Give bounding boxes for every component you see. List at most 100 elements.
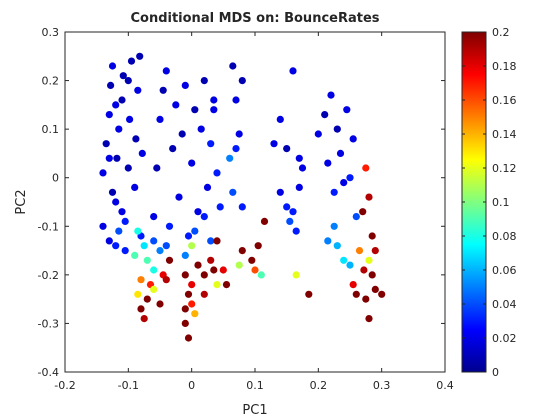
scatter-point xyxy=(207,140,215,148)
scatter-point xyxy=(333,242,341,250)
colorbar-tick-label: 0.14 xyxy=(492,128,517,141)
scatter-point xyxy=(105,154,113,162)
y-tick-label: -0.4 xyxy=(38,366,59,379)
scatter-point xyxy=(260,217,269,225)
scatter-point xyxy=(232,96,240,104)
scatter-point xyxy=(229,188,237,196)
colorbar-tick-label: 0.2 xyxy=(492,26,510,39)
scatter-point xyxy=(359,208,367,216)
scatter-point xyxy=(210,266,218,274)
scatter-point xyxy=(295,183,303,191)
scatter-point xyxy=(378,290,386,298)
x-tick-label: -0.2 xyxy=(54,379,75,392)
scatter-point xyxy=(292,271,300,279)
colorbar-tick-label: 0.08 xyxy=(492,230,517,243)
scatter-point xyxy=(191,310,199,318)
scatter-point xyxy=(153,164,161,172)
scatter-point xyxy=(138,149,146,157)
y-tick-label: -0.1 xyxy=(38,220,59,233)
scatter-point xyxy=(216,203,224,211)
scatter-point xyxy=(181,305,189,313)
scatter-point xyxy=(330,188,338,196)
plot-area xyxy=(64,31,446,373)
scatter-point xyxy=(371,285,379,293)
scatter-point xyxy=(134,227,142,235)
scatter-point xyxy=(368,232,376,240)
scatter-point xyxy=(156,300,164,308)
scatter-point xyxy=(165,256,174,264)
scatter-point xyxy=(346,174,354,182)
scatter-point xyxy=(137,276,145,284)
scatter-point xyxy=(112,101,120,109)
scatter-point xyxy=(188,300,196,308)
colorbar xyxy=(461,31,487,373)
colorbar-tick-label: 0.18 xyxy=(492,60,517,73)
scatter-point xyxy=(194,208,202,216)
scatter-point xyxy=(175,193,183,201)
scatter-point xyxy=(181,319,189,327)
colorbar-tick-label: 0.1 xyxy=(492,196,510,209)
scatter-point xyxy=(349,135,357,143)
scatter-point xyxy=(113,154,121,162)
scatter-point xyxy=(136,52,144,60)
scatter-point xyxy=(295,154,303,162)
scatter-point xyxy=(108,188,117,196)
scatter-point xyxy=(238,77,246,85)
scatter-point xyxy=(105,111,113,119)
scatter-point xyxy=(219,266,227,274)
scatter-point xyxy=(159,86,167,94)
scatter-point xyxy=(162,242,170,250)
scatter-point xyxy=(200,77,208,85)
scatter-point xyxy=(131,183,139,191)
x-axis-label: PC1 xyxy=(242,403,267,418)
scatter-point xyxy=(257,271,265,279)
scatter-point xyxy=(181,251,189,259)
scatter-point xyxy=(286,217,294,225)
scatter-point xyxy=(150,213,158,221)
y-tick-label: 0.2 xyxy=(42,75,60,88)
scatter-point xyxy=(143,256,151,264)
scatter-point xyxy=(172,101,180,109)
scatter-point xyxy=(213,169,221,177)
scatter-point xyxy=(210,96,218,104)
scatter-point xyxy=(333,125,341,133)
scatter-point xyxy=(283,203,291,211)
scatter-point xyxy=(118,208,126,216)
scatter-point xyxy=(115,125,123,133)
scatter-point xyxy=(191,227,199,235)
y-tick-label: -0.3 xyxy=(38,317,59,330)
scatter-point xyxy=(368,271,376,279)
x-tick-label: -0.1 xyxy=(118,379,139,392)
x-tick-label: 0.4 xyxy=(436,379,454,392)
scatter-point xyxy=(194,261,202,269)
scatter-point xyxy=(229,62,237,70)
scatter-point xyxy=(248,256,256,264)
scatter-point xyxy=(162,276,170,284)
y-tick-label: -0.2 xyxy=(38,269,59,282)
scatter-point xyxy=(226,154,234,162)
scatter-point xyxy=(355,247,364,255)
scatter-point xyxy=(371,247,379,255)
scatter-point xyxy=(112,198,120,206)
scatter-point xyxy=(327,91,335,99)
y-axis-label: PC2 xyxy=(14,189,29,214)
scatter-point xyxy=(289,67,297,75)
scatter-point xyxy=(251,266,259,274)
scatter-point xyxy=(235,261,243,269)
scatter-point xyxy=(340,256,348,264)
scatter-point xyxy=(112,242,120,250)
scatter-point xyxy=(150,237,158,245)
scatter-point xyxy=(254,242,262,250)
colorbar-ticks: 0 0.02 0.04 0.06 0.08 0.1 0.12 0.14 0.16 0.18 0.2 xyxy=(462,26,517,379)
x-tick-label: 0 xyxy=(188,379,195,392)
scatter-point xyxy=(349,281,357,289)
scatter-point xyxy=(150,266,158,274)
x-tick-label: 0.3 xyxy=(373,379,391,392)
y-tick-label: 0 xyxy=(52,172,59,185)
x-axis-ticks: -0.2 -0.1 0 0.1 0.2 0.3 0.4 xyxy=(54,32,454,392)
scatter-point xyxy=(270,140,278,148)
scatter-point xyxy=(340,179,348,187)
scatter-point xyxy=(207,237,215,245)
scatter-point xyxy=(99,169,107,177)
scatter-point xyxy=(292,227,300,235)
